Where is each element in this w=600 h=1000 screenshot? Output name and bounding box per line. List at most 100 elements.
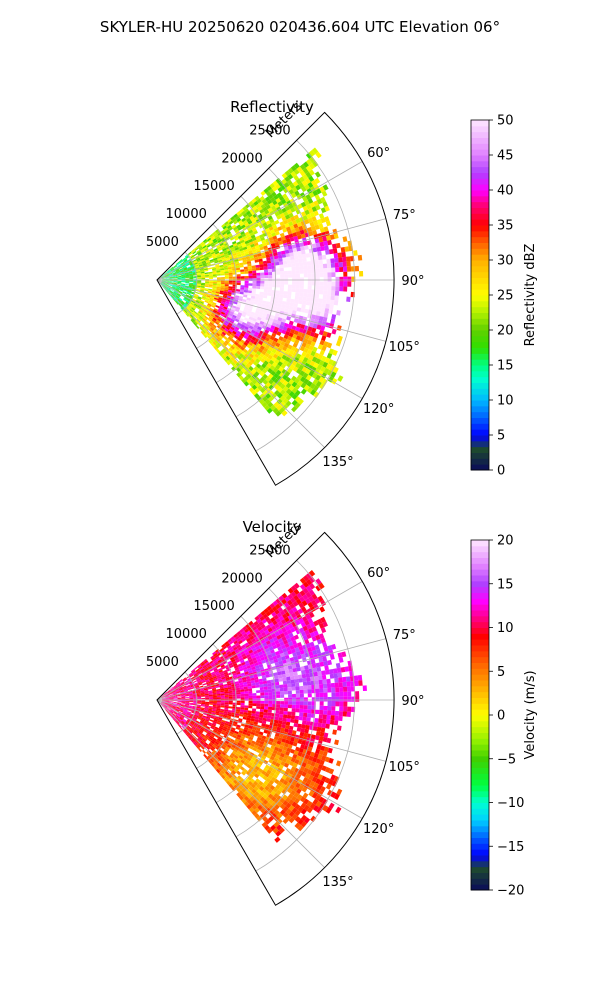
radar-gate xyxy=(332,349,338,356)
radar-gate xyxy=(179,710,183,713)
radar-gate xyxy=(288,391,295,398)
radar-gate xyxy=(296,368,302,375)
radar-gate xyxy=(206,664,211,668)
radar-gate xyxy=(169,697,174,699)
radar-gate xyxy=(246,715,252,719)
radar-gate xyxy=(195,300,200,304)
radar-gate xyxy=(225,677,230,681)
radar-gate xyxy=(272,319,278,324)
radar-gate xyxy=(258,681,264,685)
radar-gate xyxy=(197,283,202,286)
radar-gate xyxy=(343,691,348,697)
radar-gate xyxy=(206,305,211,310)
radar-gate xyxy=(251,237,257,242)
radar-gate xyxy=(274,650,280,656)
radar-gate xyxy=(224,271,229,274)
radar-gate xyxy=(253,301,259,306)
radar-gate xyxy=(322,294,327,300)
radar-gate xyxy=(178,679,183,683)
radar-gate xyxy=(199,685,204,688)
radar-gate xyxy=(345,676,351,682)
radar-gate xyxy=(210,342,216,348)
radar-gate xyxy=(207,291,212,294)
radar-gate xyxy=(179,268,184,271)
radar-gate xyxy=(227,756,233,761)
radar-gate xyxy=(269,638,275,644)
radar-gate xyxy=(295,184,301,191)
radar-gate xyxy=(254,615,260,621)
radar-gate xyxy=(216,254,221,258)
radar-gate xyxy=(339,276,344,282)
radar-gate xyxy=(170,709,175,712)
radar-gate xyxy=(245,339,250,344)
radar-gate xyxy=(207,267,212,270)
radar-gate xyxy=(238,295,244,299)
colorbar-segment xyxy=(471,429,489,436)
radar-gate xyxy=(262,384,269,391)
radar-gate xyxy=(298,602,305,609)
radar-gate xyxy=(268,236,274,242)
radar-gate xyxy=(200,691,205,694)
radar-gate xyxy=(275,691,281,695)
radar-gate xyxy=(236,691,241,695)
radar-gate xyxy=(295,353,302,359)
radar-gate xyxy=(204,285,209,288)
radar-gate xyxy=(318,237,324,243)
radar-gate xyxy=(173,712,177,716)
radar-gate xyxy=(318,657,324,663)
radar-gate xyxy=(269,328,275,333)
radar-gate xyxy=(160,703,164,706)
radar-gate xyxy=(269,365,276,371)
radar-gate xyxy=(176,690,180,693)
radar-gate xyxy=(217,247,223,252)
radar-gate xyxy=(205,258,210,262)
radar-gate xyxy=(288,725,294,731)
radar-gate xyxy=(321,254,327,260)
radar-gate xyxy=(200,705,205,707)
radar-gate xyxy=(282,257,287,262)
radar-gate xyxy=(212,281,218,284)
radar-gate xyxy=(170,289,174,293)
radar-gate xyxy=(239,738,244,742)
radar-gate xyxy=(312,346,318,353)
radar-gate xyxy=(306,623,312,630)
radar-gate xyxy=(341,651,347,658)
radar-gate xyxy=(201,296,206,300)
radar-gate xyxy=(243,714,248,718)
radar-gate xyxy=(234,746,240,751)
colorbar-segment xyxy=(471,166,489,173)
radar-gate xyxy=(295,708,300,713)
radar-gate xyxy=(252,285,257,289)
radar-gate xyxy=(244,660,250,665)
radar-gate xyxy=(257,734,263,739)
colorbar-segment xyxy=(471,400,489,407)
radar-gate xyxy=(188,287,193,289)
radar-gate xyxy=(291,730,297,735)
radar-gate xyxy=(228,690,233,694)
radar-gate xyxy=(194,263,199,266)
radar-gate xyxy=(251,668,257,673)
radar-gate xyxy=(212,689,217,692)
radar-gate xyxy=(268,646,274,651)
radar-gate xyxy=(175,288,180,291)
radar-gate xyxy=(281,216,287,222)
radar-gate xyxy=(257,633,263,639)
radar-gate xyxy=(220,301,226,305)
radar-gate xyxy=(216,282,221,284)
radar-gate xyxy=(259,615,265,622)
radar-gate xyxy=(275,268,280,272)
radar-gate xyxy=(301,366,308,373)
radar-gate xyxy=(251,373,258,380)
radar-gate xyxy=(343,281,348,287)
radar-gate xyxy=(278,352,284,358)
radar-gate xyxy=(300,669,306,675)
radar-gate xyxy=(312,798,319,806)
radar-gate xyxy=(304,782,310,789)
radar-gate xyxy=(216,657,221,662)
radar-gate xyxy=(204,706,209,709)
radar-gate xyxy=(248,200,254,206)
radar-gate xyxy=(342,711,348,717)
radar-gate xyxy=(313,352,320,359)
radar-gate xyxy=(281,598,287,605)
radar-gate xyxy=(205,250,211,254)
